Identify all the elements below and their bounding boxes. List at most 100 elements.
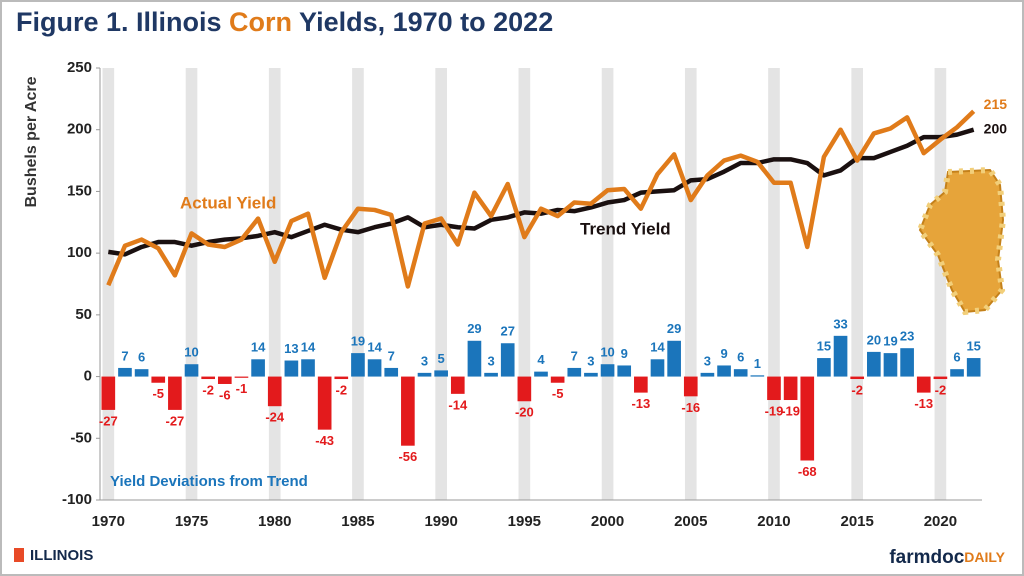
bar xyxy=(351,353,365,377)
y-axis-label: Bushels per Acre xyxy=(23,76,40,207)
bar-label: 3 xyxy=(487,353,494,368)
y-tick-label: 0 xyxy=(84,368,92,385)
bar xyxy=(484,372,498,377)
bar-label: 14 xyxy=(367,340,382,355)
y-tick-label: 250 xyxy=(67,59,92,76)
bar xyxy=(850,376,865,380)
bar xyxy=(234,376,249,378)
bar xyxy=(500,343,515,377)
bar-label: -20 xyxy=(515,405,534,420)
bar xyxy=(966,358,981,377)
x-band xyxy=(601,68,614,500)
bar-label: -2 xyxy=(935,382,947,397)
bar-label: 1 xyxy=(754,356,761,371)
bar xyxy=(567,367,582,377)
x-tick-label: 2005 xyxy=(674,513,707,530)
x-tick-label: 1995 xyxy=(508,513,541,530)
bar-label: 6 xyxy=(737,350,744,365)
x-band xyxy=(352,68,364,500)
x-band xyxy=(435,68,447,500)
bar-label: -19 xyxy=(781,403,800,418)
bar xyxy=(817,358,831,377)
y-tick-label: 100 xyxy=(67,244,92,261)
bar-label: 4 xyxy=(537,352,545,367)
bar-label: 10 xyxy=(600,345,614,360)
bar-label: -56 xyxy=(398,449,417,464)
bar xyxy=(550,376,565,383)
bar xyxy=(184,364,199,377)
bar-label: -2 xyxy=(202,382,214,397)
bar xyxy=(867,351,881,377)
bar xyxy=(101,376,116,410)
bar xyxy=(584,372,598,377)
y-tick-label: -100 xyxy=(62,491,92,508)
footer-left: ILLINOIS xyxy=(30,547,93,564)
bar xyxy=(900,348,914,377)
bar-label: 9 xyxy=(720,346,727,361)
bar-label: -13 xyxy=(914,396,933,411)
bar xyxy=(683,376,698,397)
bar-label: -2 xyxy=(851,382,863,397)
bar-label: 7 xyxy=(388,348,395,363)
bar-label: -19 xyxy=(765,403,784,418)
footer-right: farmdocDAILY xyxy=(889,547,1005,568)
bar xyxy=(201,376,215,380)
bar-label: 15 xyxy=(966,338,980,353)
bar xyxy=(650,359,665,377)
bar-label: 33 xyxy=(833,316,847,331)
bar xyxy=(284,360,299,377)
x-tick-label: 1970 xyxy=(92,513,125,530)
end-label: 215 xyxy=(984,96,1008,112)
x-band xyxy=(518,68,531,500)
bar xyxy=(417,372,432,377)
bar-label: 6 xyxy=(953,350,960,365)
bar xyxy=(301,359,315,377)
x-tick-label: 2010 xyxy=(757,513,790,530)
bar-label: -2 xyxy=(336,382,348,397)
bar xyxy=(883,353,898,377)
bar xyxy=(750,375,765,377)
x-band xyxy=(185,68,198,500)
bar xyxy=(367,359,382,377)
bar xyxy=(950,369,964,377)
bar-label: -24 xyxy=(265,410,285,425)
bar xyxy=(700,372,715,377)
bar xyxy=(767,376,781,401)
bar-label: 15 xyxy=(817,338,831,353)
x-band xyxy=(684,68,697,500)
y-tick-label: -50 xyxy=(70,429,92,446)
x-tick-label: 1990 xyxy=(424,513,457,530)
bar xyxy=(384,367,399,377)
title-accent: Corn xyxy=(229,7,292,37)
bar-label: 7 xyxy=(121,348,128,363)
bar xyxy=(833,335,848,377)
x-band xyxy=(268,68,281,500)
bar xyxy=(600,364,615,377)
bar xyxy=(617,365,632,377)
series-label: Actual Yield xyxy=(180,193,276,212)
bar xyxy=(401,376,415,446)
bar xyxy=(534,371,548,377)
bar xyxy=(517,376,532,402)
bar xyxy=(118,367,132,377)
brand-accent: DAILY xyxy=(964,549,1005,565)
bar xyxy=(450,376,465,394)
bar-label: 23 xyxy=(900,329,914,344)
corn-map xyxy=(916,166,1007,316)
illinois-shape xyxy=(918,168,1005,314)
bar-label: -5 xyxy=(552,386,564,401)
bar xyxy=(151,376,166,383)
x-tick-label: 1980 xyxy=(258,513,291,530)
bar-label: 14 xyxy=(650,340,665,355)
x-tick-label: 1985 xyxy=(341,513,374,530)
x-tick-label: 2000 xyxy=(591,513,624,530)
bar-label: 3 xyxy=(421,353,428,368)
brand: farmdoc xyxy=(889,547,964,568)
title-part: Figure 1. Illinois xyxy=(16,7,229,37)
bar-label: -6 xyxy=(219,387,231,402)
bar xyxy=(717,365,731,377)
bar-label: 10 xyxy=(184,345,198,360)
bar xyxy=(267,376,282,407)
bar xyxy=(434,370,448,377)
bar-label: -5 xyxy=(152,386,164,401)
